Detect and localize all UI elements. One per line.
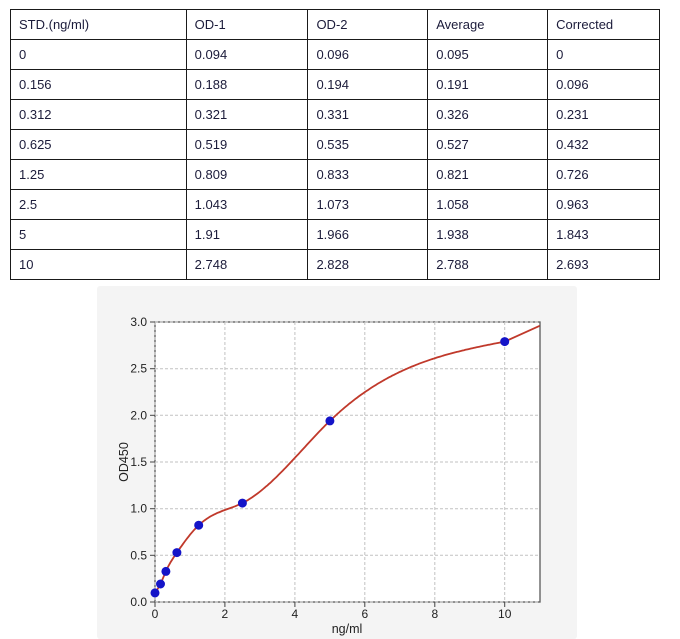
svg-text:ng/ml: ng/ml	[332, 622, 363, 636]
svg-text:1.0: 1.0	[130, 502, 147, 516]
svg-text:0: 0	[152, 607, 159, 621]
svg-text:0.5: 0.5	[130, 548, 147, 562]
svg-text:4: 4	[292, 607, 299, 621]
svg-text:6: 6	[361, 607, 368, 621]
svg-text:2: 2	[222, 607, 229, 621]
svg-text:1.5: 1.5	[130, 455, 147, 469]
svg-text:3.0: 3.0	[130, 315, 147, 329]
svg-text:2.5: 2.5	[130, 362, 147, 376]
svg-text:OD450: OD450	[117, 442, 131, 482]
svg-text:10: 10	[498, 607, 512, 621]
svg-text:0.0: 0.0	[130, 595, 147, 609]
svg-text:2.0: 2.0	[130, 408, 147, 422]
svg-text:8: 8	[431, 607, 438, 621]
